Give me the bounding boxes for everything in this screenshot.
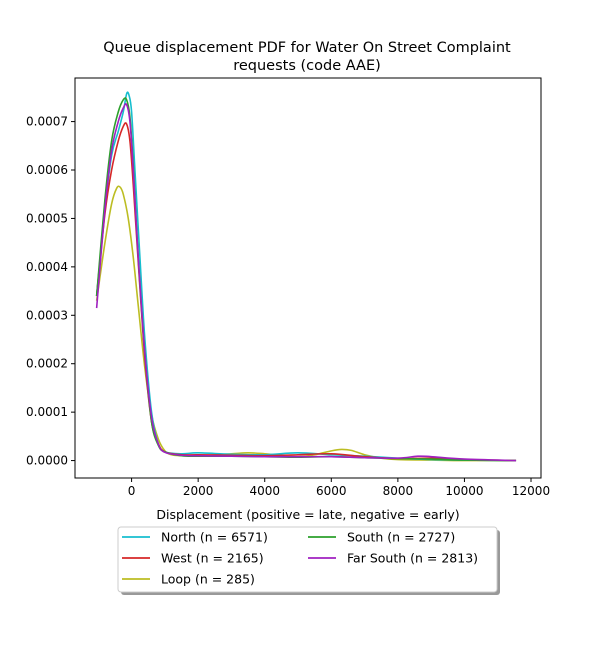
x-tick-label: 2000 (183, 484, 214, 498)
y-tick-label: 0.0004 (26, 260, 68, 274)
y-tick-label: 0.0002 (26, 357, 68, 371)
y-tick-label: 0.0005 (26, 211, 68, 225)
y-tick-label: 0.0003 (26, 308, 68, 322)
y-axis: 0.0000 0.0001 0.0002 0.0003 0.0004 0.0005 0.00… (26, 115, 75, 468)
series-line-1 (95, 122, 517, 462)
series-line-0 (95, 91, 517, 462)
series-line-4 (95, 103, 517, 462)
x-tick-label: 12000 (512, 484, 550, 498)
legend-label: West (n = 2165) (161, 551, 264, 566)
series-line-3 (95, 97, 517, 462)
chart-title-line-2: requests (code AAE) (233, 58, 381, 74)
legend-items: North (n = 6571) West (n = 2165) Loop (n =… (122, 530, 478, 587)
legend-label: Far South (n = 2813) (347, 551, 478, 566)
y-tick-label: 0.0001 (26, 405, 68, 419)
legend-box (117, 526, 498, 593)
legend: North (n = 6571) West (n = 2165) Loop (n =… (117, 526, 500, 595)
x-tick-label: 4000 (249, 484, 280, 498)
legend-label: Loop (n = 285) (161, 572, 255, 587)
legend-label: North (n = 6571) (161, 530, 268, 545)
y-tick-label: 0.0007 (26, 115, 68, 129)
chart-title-line-1: Queue displacement PDF for Water On Stre… (103, 40, 511, 56)
x-tick-label: 10000 (445, 484, 483, 498)
y-tick-label: 0.0006 (26, 163, 68, 177)
series-layer (95, 91, 517, 462)
x-tick-label: 6000 (316, 484, 347, 498)
series-line-2 (95, 185, 517, 462)
y-tick-label: 0.0000 (26, 454, 68, 468)
x-tick-label: 0 (128, 484, 136, 498)
legend-label: South (n = 2727) (347, 530, 455, 545)
x-tick-label: 8000 (383, 484, 414, 498)
plot-area-frame (74, 77, 542, 479)
chart-title: Queue displacement PDF for Water On Stre… (103, 40, 511, 74)
x-axis-label: Displacement (positive = late, negative … (156, 507, 459, 522)
x-axis: 0 2000 4000 6000 8000 10000 12000 (128, 478, 550, 498)
